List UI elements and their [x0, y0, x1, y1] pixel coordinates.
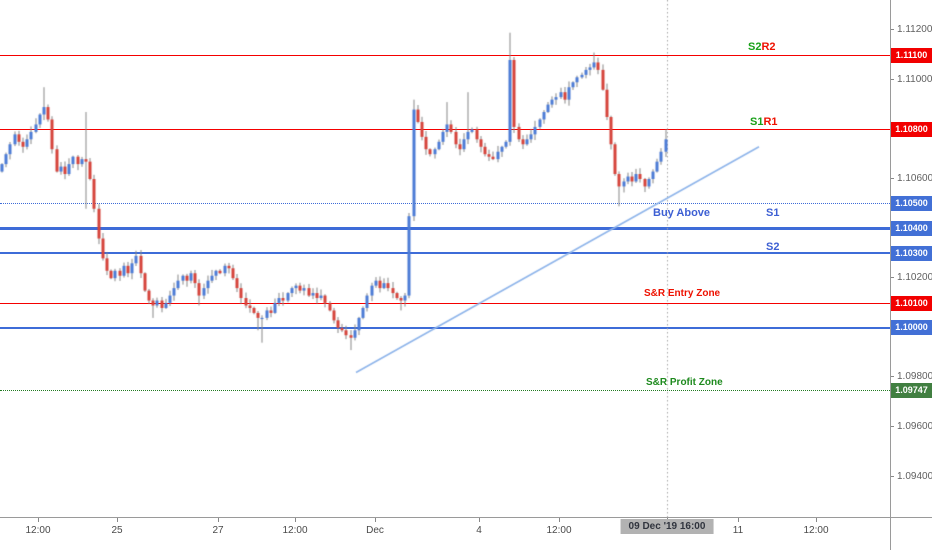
price-badge-1.10500: 1.10500: [891, 196, 932, 212]
chart-plot-area[interactable]: S2R2 S1R1 Buy Above S1 S2 S&R Entry Zone…: [0, 0, 890, 517]
price-axis[interactable]: 1.11100 1.10800 1.10500 1.10400 1.10300 1.101…: [890, 0, 932, 517]
time-axis[interactable]: 12:00 25 27 12:00 Dec 4 12:00 11 12:00 09 Dec '19…: [0, 518, 932, 550]
price-badge-1.09747: 1.09747: [891, 383, 932, 399]
price-badge-1.10400: 1.10400: [891, 221, 932, 237]
price-axis-border: [890, 0, 891, 550]
candlestick-canvas[interactable]: [0, 0, 890, 517]
crosshair-time-badge: 09 Dec '19 16:00: [620, 519, 714, 534]
price-badge-1.10800: 1.10800: [891, 121, 932, 137]
time-axis-border: [0, 517, 932, 518]
price-badge-1.10300: 1.10300: [891, 245, 932, 261]
price-badge-1.11100: 1.11100: [891, 47, 932, 63]
price-badge-1.10000: 1.10000: [891, 320, 932, 336]
price-badge-1.10100: 1.10100: [891, 295, 932, 311]
